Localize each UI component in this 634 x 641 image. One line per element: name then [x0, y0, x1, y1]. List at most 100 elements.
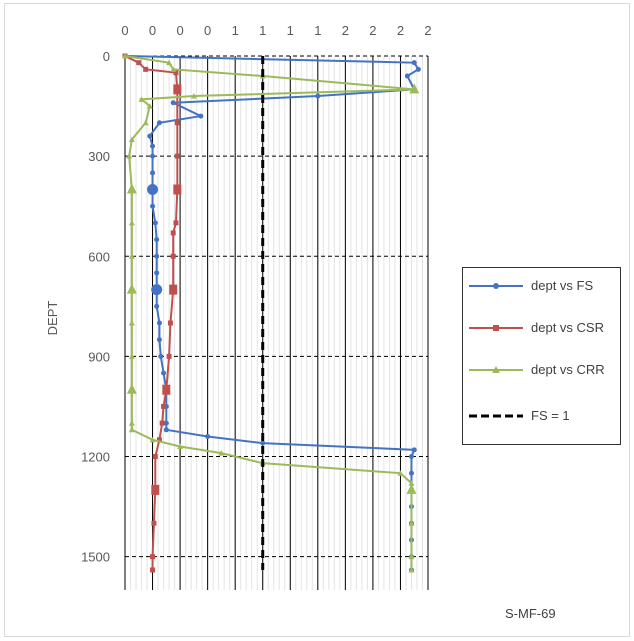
data-point: [128, 353, 135, 359]
data-point: [170, 253, 176, 259]
data-point: [128, 253, 135, 259]
x-tick-label: 1: [259, 23, 266, 38]
y-tick-label: 1200: [81, 450, 110, 465]
data-point: [143, 66, 149, 72]
data-point: [150, 554, 156, 560]
chart-frame: [4, 3, 630, 637]
data-point: [260, 440, 266, 446]
data-point: [138, 96, 145, 102]
data-point: [128, 420, 135, 426]
data-point: [154, 303, 160, 309]
data-point: [404, 73, 410, 79]
data-point: [154, 270, 160, 276]
data-point: [170, 230, 176, 236]
data-point: [315, 93, 321, 99]
data-point: [136, 60, 142, 66]
y-tick-label: 900: [88, 349, 110, 364]
data-point: [147, 133, 153, 139]
data-point: [161, 403, 167, 409]
data-point: [174, 153, 180, 159]
data-point: [146, 103, 153, 109]
legend-swatch-fs1: [469, 414, 523, 418]
x-tick-label: 1: [287, 23, 294, 38]
highlight-point: [126, 383, 137, 394]
data-point: [198, 113, 204, 119]
legend-swatch-fs: [469, 283, 523, 289]
legend-label-fs1: FS = 1: [531, 408, 570, 423]
data-point: [163, 427, 169, 433]
data-point: [150, 143, 156, 149]
x-tick-label: 0: [204, 23, 211, 38]
data-point: [128, 136, 135, 142]
y-tick-label: 600: [88, 249, 110, 264]
data-point: [174, 120, 180, 126]
data-point: [397, 470, 404, 476]
highlight-point: [162, 384, 171, 395]
highlight-point: [406, 483, 417, 494]
data-point: [152, 220, 158, 226]
data-point: [128, 426, 135, 433]
y-tick-label: 300: [88, 149, 110, 164]
data-point: [156, 320, 162, 326]
data-point: [156, 120, 162, 126]
data-point: [190, 93, 197, 99]
series-line-2: [124, 55, 415, 570]
data-point: [218, 450, 225, 456]
data-point: [408, 470, 414, 476]
figure-caption: S-MF-69: [505, 606, 556, 621]
x-tick-label: 0: [176, 23, 183, 38]
y-tick-label: 0: [103, 49, 110, 64]
data-point: [142, 119, 149, 126]
data-point: [159, 420, 165, 426]
data-point: [408, 480, 415, 486]
highlight-point: [151, 284, 163, 296]
series-layer: [122, 53, 421, 573]
data-point: [128, 320, 135, 326]
data-point: [166, 59, 173, 66]
data-point: [205, 433, 211, 439]
data-point: [122, 53, 128, 59]
legend: dept vs FS dept vs CSR dept vs CRR FS = …: [462, 267, 621, 445]
data-point: [156, 437, 162, 443]
data-point: [166, 353, 172, 359]
data-point: [150, 170, 156, 176]
data-point: [154, 253, 160, 259]
data-point: [167, 320, 173, 326]
y-tick-label: 1500: [81, 550, 110, 565]
data-point: [170, 100, 176, 106]
data-point: [150, 203, 156, 209]
x-tick-label: 2: [424, 23, 431, 38]
highlight-point: [173, 84, 182, 95]
x-tick-label: 0: [121, 23, 128, 38]
highlight-point: [126, 183, 137, 194]
data-point: [150, 567, 156, 573]
legend-swatch-crr: [469, 366, 523, 373]
legend-label-crr: dept vs CRR: [531, 362, 605, 377]
data-point: [161, 370, 167, 376]
data-point: [163, 420, 169, 426]
data-point: [126, 153, 133, 159]
data-point: [177, 443, 184, 449]
legend-label-fs: dept vs FS: [531, 278, 594, 293]
highlight-point: [126, 283, 137, 294]
highlight-point: [173, 184, 182, 195]
data-point: [149, 436, 156, 443]
legend-label-csr: dept vs CSR: [531, 320, 604, 335]
data-point: [150, 153, 156, 159]
highlight-point: [169, 284, 178, 295]
series-line-0: [124, 55, 420, 570]
data-point: [154, 237, 160, 243]
data-point: [151, 520, 157, 526]
x-tick-label: 1: [232, 23, 239, 38]
data-point: [158, 353, 164, 359]
data-point: [128, 219, 135, 226]
data-point: [156, 337, 162, 343]
x-tick-label: 2: [397, 23, 404, 38]
data-point: [170, 66, 177, 72]
data-point: [411, 60, 417, 66]
data-point: [408, 454, 414, 459]
y-axis-title: DEPT: [45, 301, 60, 336]
legend-swatch-csr: [469, 325, 523, 331]
